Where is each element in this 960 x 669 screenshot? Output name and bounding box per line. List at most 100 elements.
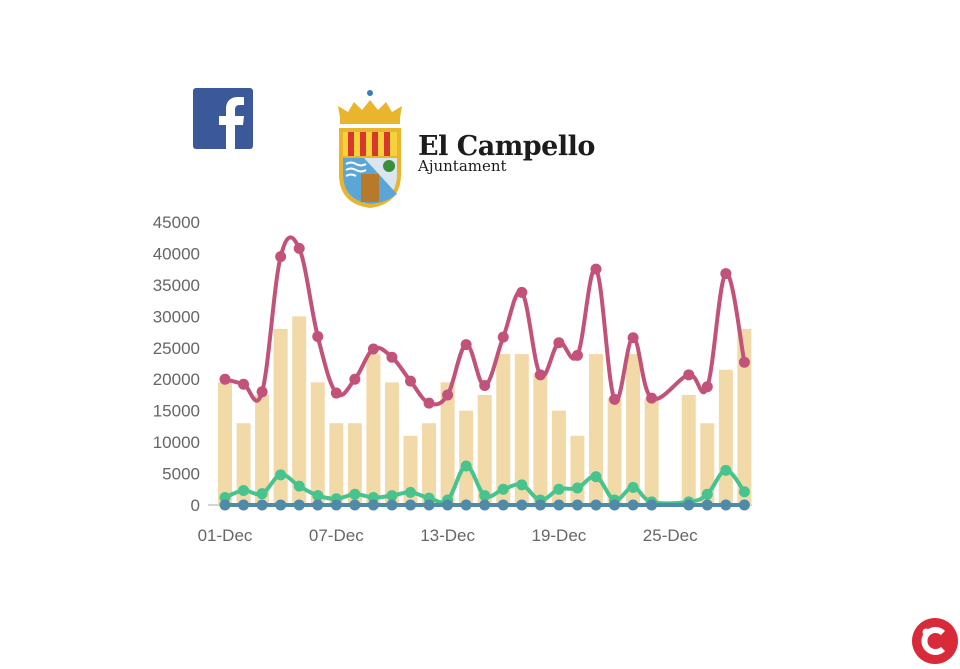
bar [589, 354, 603, 505]
bar [384, 382, 399, 505]
y-tick-label: 25000 [153, 339, 200, 358]
series-point [497, 331, 509, 343]
series-point [609, 393, 621, 405]
series-point [479, 490, 491, 502]
x-axis: 01-Dec 07-Dec 13-Dec 19-Dec 25-Dec [198, 504, 752, 545]
series-point [627, 499, 639, 511]
series-point [293, 480, 305, 492]
series-point [553, 483, 565, 495]
series-point [516, 479, 528, 491]
series-point [275, 469, 287, 481]
bar [718, 369, 733, 505]
series-point [627, 332, 639, 344]
series-point [720, 464, 732, 476]
y-tick-label: 35000 [153, 276, 200, 295]
series-point [312, 490, 324, 502]
series-point [553, 499, 565, 511]
facebook-logo [193, 88, 253, 149]
series-point [627, 481, 639, 493]
series-point [460, 499, 472, 511]
series-point [386, 351, 398, 363]
series-point [219, 373, 231, 385]
series-point [460, 460, 472, 472]
series-point [256, 488, 268, 500]
x-tick-label: 01-Dec [198, 526, 253, 545]
series-point [367, 343, 379, 355]
series-point [571, 482, 583, 494]
series-point [367, 499, 379, 511]
y-axis: 0 5000 10000 15000 20000 25000 30000 35000 40000… [153, 213, 200, 515]
series-point [293, 499, 305, 511]
bar [551, 410, 566, 505]
series-point [386, 499, 398, 511]
series-point [349, 499, 361, 511]
bar [273, 328, 288, 505]
series-point [534, 369, 546, 381]
series-point [720, 499, 732, 511]
series-point [256, 386, 268, 398]
series-point [423, 397, 435, 409]
brand-subtitle: Ajuntament [418, 157, 507, 175]
series-point [516, 286, 528, 298]
y-tick-label: 10000 [153, 433, 200, 452]
bar [218, 382, 232, 505]
series-point [238, 499, 250, 511]
series-point [590, 263, 602, 275]
bar [533, 372, 548, 505]
series-point [497, 499, 509, 511]
series-point [349, 373, 361, 385]
series-point [479, 499, 491, 511]
series-point [738, 499, 750, 511]
bar [403, 435, 418, 505]
series-point [516, 499, 528, 511]
bar [347, 423, 362, 505]
series-point [701, 381, 713, 393]
series-point [646, 499, 658, 511]
bar [459, 410, 474, 505]
bar [514, 354, 529, 505]
bar [440, 382, 455, 505]
bar [366, 354, 381, 505]
el-campello-crest [334, 86, 406, 216]
series-point [330, 499, 342, 511]
series-point [367, 491, 379, 503]
bar [644, 398, 659, 505]
series-point [479, 380, 491, 392]
series-point [720, 268, 732, 280]
series-point [219, 491, 231, 503]
y-tick-label: 5000 [162, 465, 200, 484]
bar [255, 394, 270, 505]
series-point [293, 242, 305, 254]
series-point [386, 490, 398, 502]
bar [570, 435, 585, 505]
series-point [553, 337, 565, 349]
series-point [571, 499, 583, 511]
series-point [405, 499, 416, 511]
series-point [460, 339, 472, 351]
bar [477, 394, 492, 505]
series-point [497, 483, 509, 495]
bar [681, 394, 696, 505]
corner-logo [912, 618, 958, 669]
series-line-1 [224, 464, 747, 506]
x-tick-label: 07-Dec [309, 526, 364, 545]
series-point [701, 488, 713, 500]
y-tick-label: 45000 [153, 213, 200, 232]
series-point [256, 499, 268, 511]
bars [218, 316, 752, 505]
series-point [442, 389, 454, 401]
y-tick-label: 20000 [153, 370, 200, 389]
x-tick-label: 19-Dec [531, 526, 586, 545]
series-point [312, 499, 324, 511]
bar [626, 354, 641, 505]
series-point [683, 499, 695, 511]
lines [219, 235, 750, 511]
bar [236, 423, 251, 505]
series-point [330, 387, 342, 399]
series-point [590, 499, 602, 511]
series-point [646, 392, 658, 404]
bar [422, 423, 437, 505]
bar [607, 398, 622, 505]
series-point [590, 471, 602, 483]
